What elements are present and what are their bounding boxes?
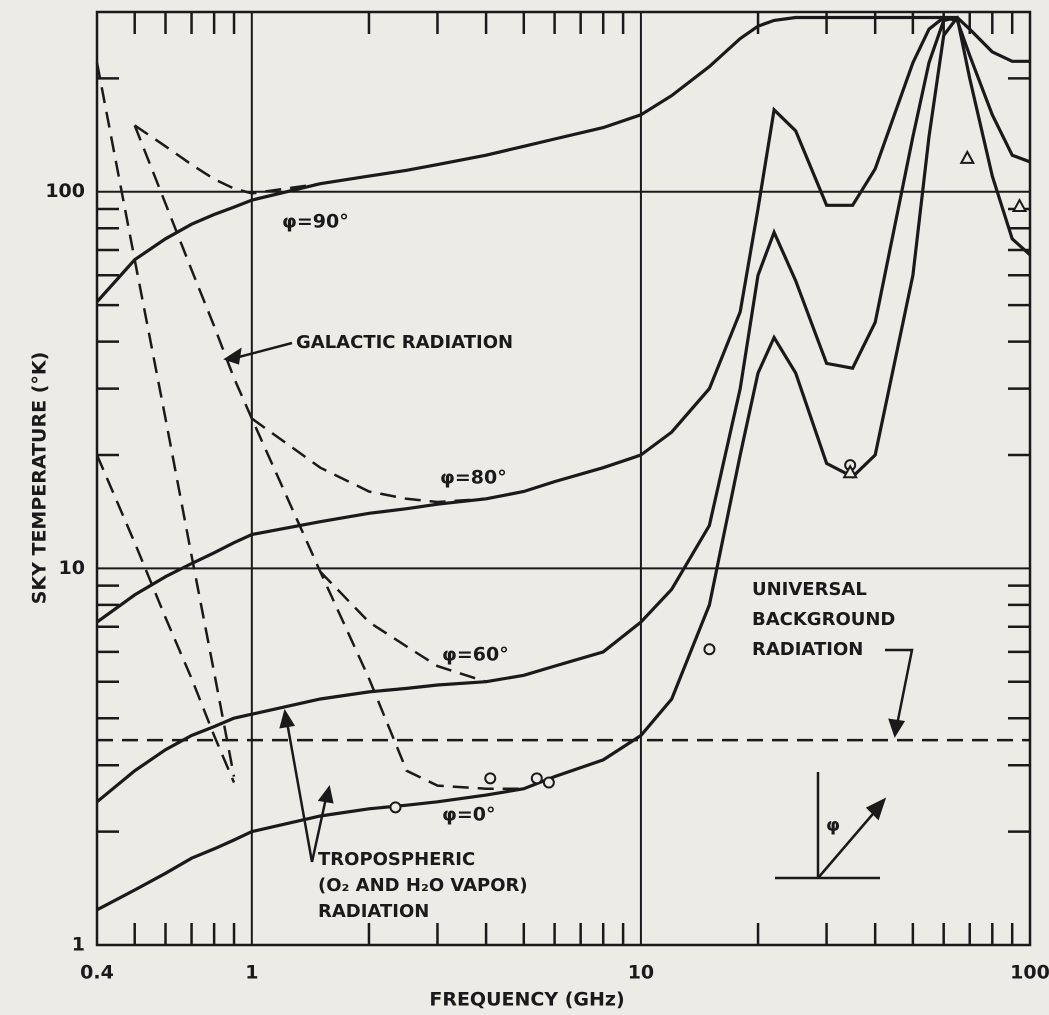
annotation: TROPOSPHERIC: [318, 849, 475, 870]
annotation: (O₂ AND H₂O VAPOR): [318, 875, 528, 896]
annotation: GALACTIC RADIATION: [296, 332, 513, 353]
annotation: UNIVERSAL: [752, 579, 867, 600]
annotation: BACKGROUND: [752, 609, 895, 630]
dashed-line: [251, 417, 487, 504]
arrows: [223, 341, 914, 880]
x-axis-label: FREQUENCY (GHz): [429, 989, 624, 1011]
y-tick-label: 10: [59, 557, 85, 579]
y-tick-label: 100: [45, 180, 85, 202]
y-axis-label: SKY TEMPERATURE (°K): [29, 352, 51, 605]
series-label: φ=60°: [442, 644, 509, 666]
x-tick-label: 10: [628, 962, 654, 984]
annotation: RADIATION: [318, 901, 429, 922]
x-tick-label: 1: [245, 962, 258, 984]
series-label: φ=90°: [282, 211, 349, 233]
arrowhead: [279, 708, 296, 729]
dashed-line: [133, 124, 321, 195]
data-point: [842, 464, 858, 479]
line: [96, 15, 1031, 624]
data-point: [484, 772, 497, 785]
x-tick-label: 0.4: [80, 962, 114, 984]
arrowhead: [223, 347, 242, 365]
arrow: [885, 648, 914, 726]
arrowhead: [317, 785, 334, 804]
dashed-line: [95, 454, 236, 783]
line: [96, 16, 959, 912]
arrowhead: [865, 797, 887, 821]
line: [95, 15, 1030, 303]
arrow: [285, 721, 314, 863]
annotation: RADIATION: [752, 639, 863, 660]
annotation: φ: [826, 815, 840, 836]
x-tick-label: 100: [1010, 962, 1049, 984]
dashed-line: [319, 570, 487, 683]
data-point: [530, 772, 543, 785]
y-tick-label: 1: [72, 934, 85, 956]
dashed-line: [95, 62, 236, 777]
data-point: [542, 776, 555, 789]
series-label: φ=80°: [440, 467, 507, 489]
inset-angle: [775, 772, 880, 880]
data-point: [959, 149, 975, 164]
series-label: φ=0°: [442, 804, 496, 826]
data-point: [389, 801, 402, 814]
data-point: [703, 643, 716, 656]
arrow: [310, 797, 328, 863]
arrow: [234, 341, 293, 360]
line: [95, 15, 1032, 804]
data-point: [1011, 197, 1028, 213]
arrowhead: [888, 718, 906, 738]
